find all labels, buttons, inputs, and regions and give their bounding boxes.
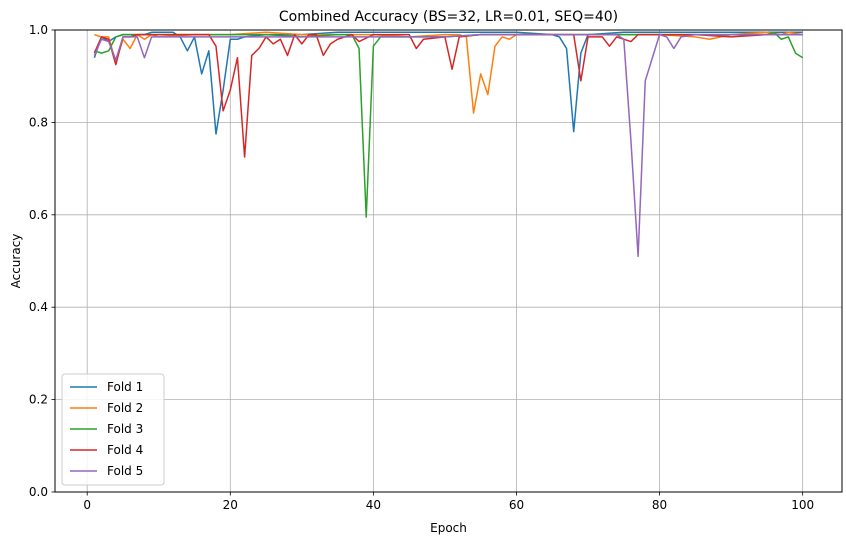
y-tick-label: 0.2 <box>29 393 48 407</box>
legend-box <box>61 373 165 486</box>
y-axis-title: Accuracy <box>9 234 23 289</box>
x-tick-label: 80 <box>652 498 667 512</box>
x-tick-label: 40 <box>366 498 381 512</box>
x-axis-title: Epoch <box>430 521 467 535</box>
x-tick-label: 60 <box>509 498 524 512</box>
legend-label-fold-1: Fold 1 <box>107 380 143 394</box>
y-tick-label: 0.4 <box>29 300 48 314</box>
y-tick-label: 1.0 <box>29 23 48 37</box>
y-tick-label: 0.8 <box>29 115 48 129</box>
plot-area-frame <box>54 29 843 493</box>
x-tick-label: 20 <box>223 498 238 512</box>
y-tick-label: 0.6 <box>29 208 48 222</box>
x-tick-label: 0 <box>83 498 91 512</box>
series-line-fold-5 <box>93 33 803 258</box>
chart-title: Combined Accuracy (BS=32, LR=0.01, SEQ=4… <box>279 9 618 25</box>
axis-ticks: 0 20 40 60 80 100 0.0 0.2 0.4 0.6 0.8 1.0 <box>29 23 814 512</box>
legend-label-fold-5: Fold 5 <box>107 464 143 478</box>
legend-label-fold-2: Fold 2 <box>107 401 143 415</box>
series-lines <box>93 31 804 258</box>
legend-label-fold-4: Fold 4 <box>107 443 143 457</box>
x-tick-label: 100 <box>791 498 814 512</box>
series-line-fold-4 <box>93 33 803 158</box>
legend-label-fold-3: Fold 3 <box>107 422 143 436</box>
y-tick-label: 0.0 <box>29 485 48 499</box>
legend: Fold 1 Fold 2 Fold 3 Fold 4 Fold 5 <box>61 373 165 486</box>
